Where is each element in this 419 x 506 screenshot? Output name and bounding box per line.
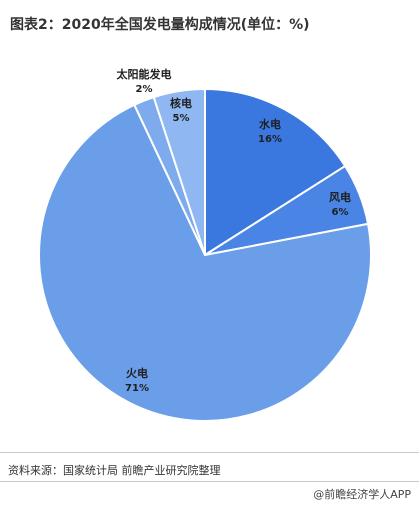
slice-name: 火电 [126, 366, 148, 380]
slice-label: 水电 16% [258, 117, 282, 145]
pie-slice [204, 88, 347, 256]
source-note: 资料来源：国家统计局 前瞻产业研究院整理 [8, 464, 221, 477]
slice-label: 风电 6% [329, 190, 351, 218]
pie-slice [38, 103, 372, 422]
slice-percent: 5% [173, 113, 190, 124]
slice-name: 风电 [329, 190, 351, 204]
slice-name: 太阳能发电 [116, 67, 172, 81]
app-credit: @前瞻经济学人APP [313, 488, 411, 501]
slice-percent: 71% [125, 383, 149, 394]
slice-percent: 2% [136, 84, 153, 95]
slice-name: 核电 [170, 96, 192, 110]
source-divider-top [0, 452, 419, 453]
pie-chart: 水电 16% 风电 6% 火电 71% 太阳能发电 2% 核电 5% [38, 67, 372, 422]
pie-slice [152, 88, 206, 256]
slice-label: 太阳能发电 2% [116, 67, 172, 95]
slice-name: 水电 [259, 117, 281, 131]
slice-label: 核电 5% [170, 96, 192, 124]
slice-label: 火电 71% [125, 366, 149, 394]
chart-title: 图表2：2020年全国发电量构成情况(单位：%) [10, 17, 310, 33]
slice-percent: 6% [332, 207, 349, 218]
source-divider-bottom [0, 481, 419, 482]
slice-percent: 16% [258, 134, 282, 145]
